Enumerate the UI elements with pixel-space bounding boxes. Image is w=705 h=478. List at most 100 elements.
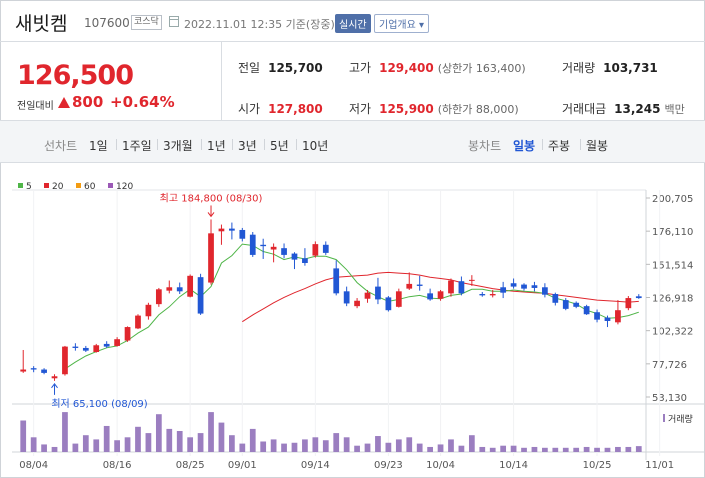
volume-label: 거래량	[668, 413, 693, 425]
candle-body	[260, 244, 267, 247]
volume-bar	[406, 437, 413, 452]
candle-body	[270, 246, 277, 250]
legend-ma20: 20	[44, 182, 63, 192]
y-tick-label: 126,918	[652, 294, 693, 305]
candle-body	[542, 287, 548, 295]
volume-bar	[448, 439, 454, 452]
change-value: 800	[72, 93, 104, 111]
up-arrow-icon	[58, 97, 70, 108]
volume-bar	[208, 412, 214, 452]
candle-body	[187, 275, 194, 297]
volume-bar	[416, 443, 423, 452]
x-tick-label: 10/14	[499, 460, 528, 471]
volume-bar	[82, 435, 89, 452]
candle-body	[302, 258, 308, 264]
volume-bar	[395, 439, 402, 452]
candle-daily[interactable]: 일봉	[513, 139, 536, 153]
x-tick-label: 08/04	[19, 460, 48, 471]
volume-bar	[375, 436, 381, 452]
low-annot-arrowhead	[51, 383, 58, 389]
candle-body	[229, 228, 235, 231]
candle-body	[20, 369, 27, 372]
stats-grid: 전일 125,700 고가 129,400 (상한가 163,400) 거래량 103,…	[222, 42, 705, 121]
volume-bar	[521, 447, 527, 452]
volume-bar	[72, 443, 79, 452]
candle-body	[489, 294, 496, 296]
period-10y[interactable]: 10년	[295, 139, 329, 153]
candle-monthly[interactable]: 월봉	[579, 139, 609, 153]
volume-bar	[427, 446, 433, 452]
period-1y[interactable]: 1년	[201, 139, 226, 153]
volume-bar	[458, 445, 465, 452]
volume-bar	[51, 446, 58, 452]
volume-bar	[364, 443, 371, 452]
x-tick-label: 10/25	[583, 460, 612, 471]
candle-body	[468, 279, 475, 281]
volume-bar	[322, 440, 329, 452]
volume-bar	[604, 447, 611, 452]
candle-body	[395, 291, 402, 307]
candle-body	[448, 280, 454, 294]
candle-chart-label: 봉차트	[468, 139, 502, 153]
volume-bar	[385, 442, 392, 452]
volume-bar	[479, 446, 486, 452]
volume-bar	[260, 441, 267, 452]
candle-body	[208, 233, 214, 283]
volume-bar	[155, 414, 162, 452]
period-bar: 선차트 1일 1주일 3개월 1년 3년 5년 10년 봉차트 일봉 주봉 월봉	[0, 121, 705, 163]
candle-body	[364, 292, 371, 299]
volume-bar	[270, 439, 277, 452]
period-5y[interactable]: 5년	[264, 139, 289, 153]
candle-body	[166, 287, 173, 291]
candle-body	[583, 306, 590, 315]
volume-bar	[291, 442, 298, 452]
volume-bar	[62, 412, 68, 452]
stat-open: 시가 127,800	[238, 102, 323, 116]
volume-bar	[312, 437, 319, 452]
legend-ma120: 120	[108, 182, 133, 192]
y-tick-label: 77,726	[652, 360, 687, 371]
volume-bar	[635, 446, 642, 452]
candle-body	[521, 284, 527, 289]
candle-body	[197, 277, 204, 314]
y-tick-label: 176,110	[652, 227, 693, 238]
candle-body	[291, 253, 298, 260]
volume-bar	[124, 437, 131, 452]
volume-bar	[552, 447, 559, 452]
y-tick-label: 102,322	[652, 327, 693, 338]
x-tick-label: 09/14	[301, 460, 330, 471]
volume-bar	[41, 444, 47, 452]
volume-bar	[281, 443, 287, 452]
candle-body	[239, 229, 246, 239]
candle-body	[51, 376, 58, 379]
volume-bar	[166, 428, 173, 452]
candle-body	[375, 286, 381, 300]
change-percent: +0.64%	[110, 93, 175, 111]
candle-body	[625, 298, 632, 309]
period-3m[interactable]: 3개월	[157, 139, 193, 153]
volume-bar	[187, 437, 194, 452]
volume-bar	[333, 433, 340, 452]
volume-bar	[30, 437, 37, 452]
candle-body	[72, 346, 79, 348]
candle-body	[604, 317, 611, 321]
x-tick-label: 08/16	[103, 460, 132, 471]
volume-bar	[489, 447, 496, 452]
x-tick-label: 10/04	[426, 460, 455, 471]
candle-body	[615, 310, 621, 323]
volume-bar	[176, 431, 183, 452]
volume-bar	[354, 445, 360, 452]
calendar-icon	[169, 16, 179, 27]
period-3y[interactable]: 3년	[232, 139, 257, 153]
ma20-line	[242, 271, 639, 323]
company-info-dropdown[interactable]: 기업개요 ▾	[374, 14, 429, 33]
realtime-button[interactable]: 실시간	[335, 14, 371, 33]
candle-weekly[interactable]: 주봉	[541, 139, 571, 153]
period-1d[interactable]: 1일	[89, 139, 108, 153]
stat-high: 고가 129,400 (상한가 163,400)	[349, 61, 526, 75]
candle-body	[427, 293, 433, 300]
x-tick-label: 08/25	[176, 460, 205, 471]
candle-body	[333, 268, 340, 294]
period-1w[interactable]: 1주일	[116, 139, 152, 153]
candle-body	[135, 315, 141, 329]
